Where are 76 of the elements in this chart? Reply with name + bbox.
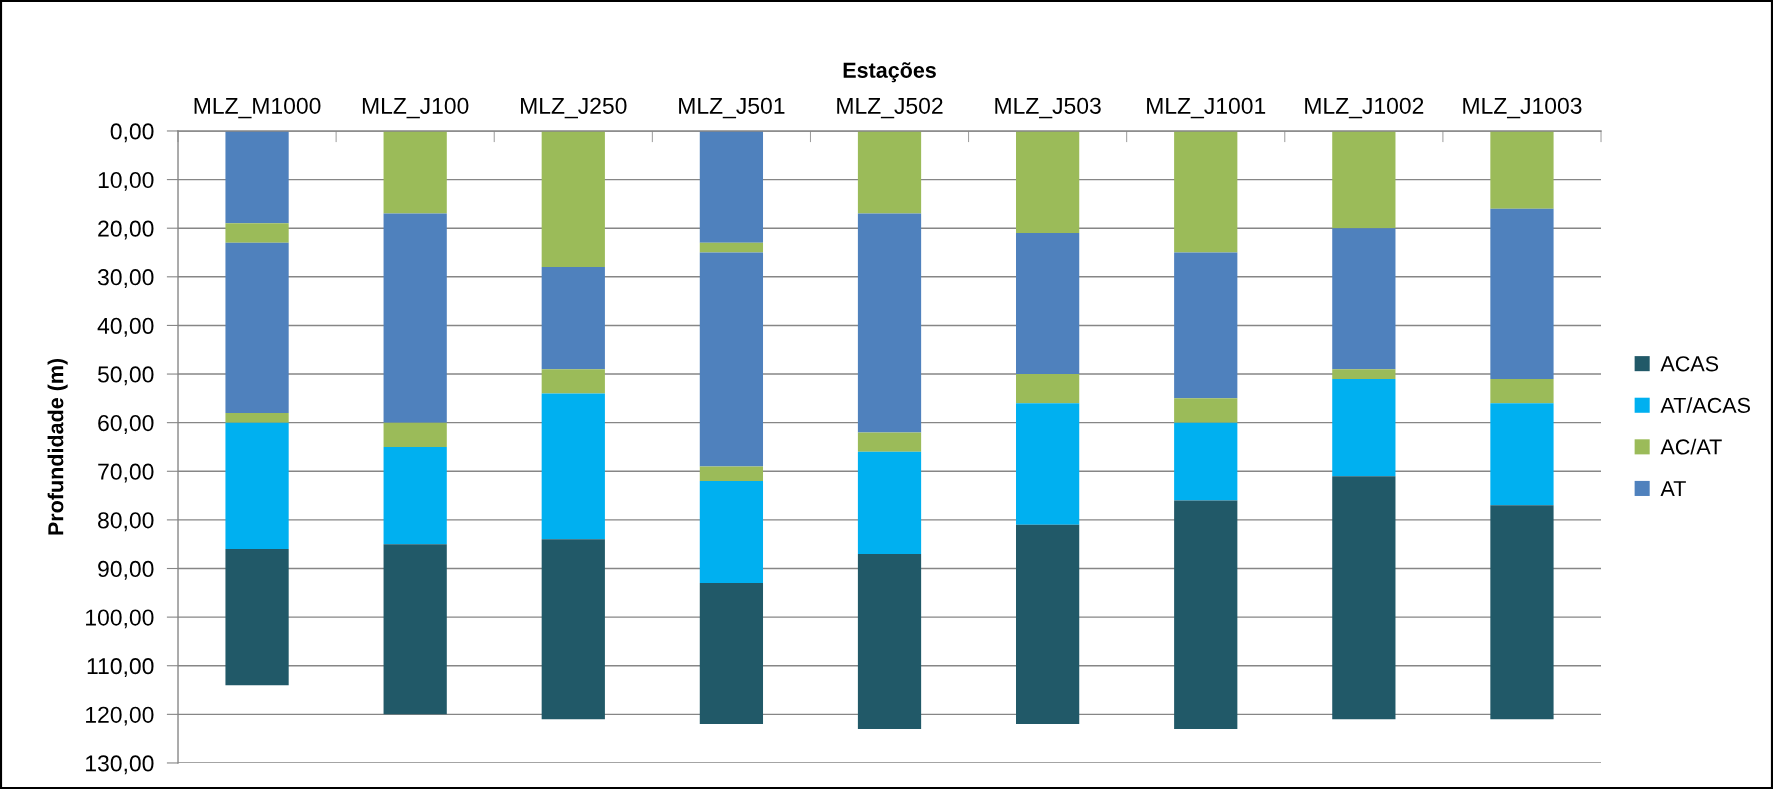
bar [1332, 476, 1396, 720]
bar [1016, 524, 1080, 725]
bar [383, 130, 447, 214]
y-tick-label: 130,00 [86, 755, 154, 775]
y-tick-label: 10,00 [98, 171, 154, 191]
bar [541, 369, 605, 394]
bar [1490, 208, 1554, 379]
bar [1332, 369, 1396, 379]
y-tick-label: 90,00 [98, 560, 154, 580]
bar [699, 242, 764, 253]
bar [1174, 252, 1238, 399]
bar [857, 432, 922, 452]
bar [857, 451, 922, 554]
y-tick-label: 80,00 [98, 512, 154, 532]
x-tick-label: MLZ_J501 [679, 97, 785, 119]
bar [383, 422, 447, 447]
x-tick-label: MLZ_J1002 [1305, 97, 1424, 119]
y-tick-label: 50,00 [97, 366, 154, 386]
bar [383, 213, 447, 423]
legend-label: AC/AT [1660, 438, 1722, 455]
bar [699, 466, 764, 481]
bar [1016, 403, 1080, 525]
x-tick-label: MLZ_J100 [362, 97, 469, 119]
legend-label: AT/ACAS [1660, 397, 1750, 413]
bar [857, 130, 922, 214]
y-tick-label: 60,00 [98, 414, 154, 434]
bar [699, 583, 764, 725]
y-tick-label: 70,00 [98, 463, 154, 483]
x-tick-label: MLZ_J503 [995, 97, 1101, 119]
bar [225, 242, 289, 413]
bar [225, 422, 289, 550]
bar [1174, 398, 1238, 423]
legend-label: ACAS [1660, 356, 1719, 372]
bar [1174, 500, 1238, 729]
bar [1174, 422, 1238, 501]
y-tick-label: 20,00 [98, 220, 154, 240]
x-tick-label: MLZ_J502 [837, 97, 943, 119]
legend-label: AT [1660, 481, 1686, 496]
bar [1332, 378, 1396, 477]
bar [1490, 403, 1554, 506]
x-tick-label: MLZ_M1000 [194, 97, 321, 119]
bar [541, 267, 605, 370]
bar [383, 446, 447, 545]
bar [1016, 374, 1080, 404]
bar [225, 130, 289, 224]
y-tick-label: 40,00 [97, 317, 154, 337]
y-tick-label: 110,00 [87, 658, 154, 677]
bar [225, 412, 289, 423]
bar [1490, 130, 1554, 209]
bar [541, 130, 605, 268]
x-tick-label: MLZ_J1001 [1147, 97, 1266, 119]
bar [699, 130, 764, 243]
bar [225, 223, 289, 243]
bar [1490, 378, 1554, 404]
y-axis-title: Profundidade (m) [47, 358, 68, 535]
y-tick-label: 100,00 [86, 609, 154, 629]
bar [857, 553, 922, 729]
bar [225, 549, 289, 686]
bar [1016, 233, 1080, 375]
bar [541, 393, 605, 540]
bar [699, 252, 764, 467]
y-tick-label: 120,00 [86, 706, 154, 726]
bar [1332, 228, 1396, 370]
x-tick-label: MLZ_J250 [521, 97, 627, 119]
bar [1174, 130, 1238, 253]
bar [1016, 130, 1080, 234]
bar [541, 539, 605, 720]
x-tick-label: MLZ_J1003 [1463, 97, 1582, 119]
bar [857, 213, 922, 433]
y-tick-label: 30,00 [97, 269, 154, 289]
bar [1490, 505, 1554, 720]
y-tick-label: 0,00 [110, 123, 154, 143]
x-axis-title: Estações [843, 62, 936, 83]
bar [699, 481, 764, 584]
bar [383, 544, 447, 715]
bar [1332, 130, 1396, 229]
